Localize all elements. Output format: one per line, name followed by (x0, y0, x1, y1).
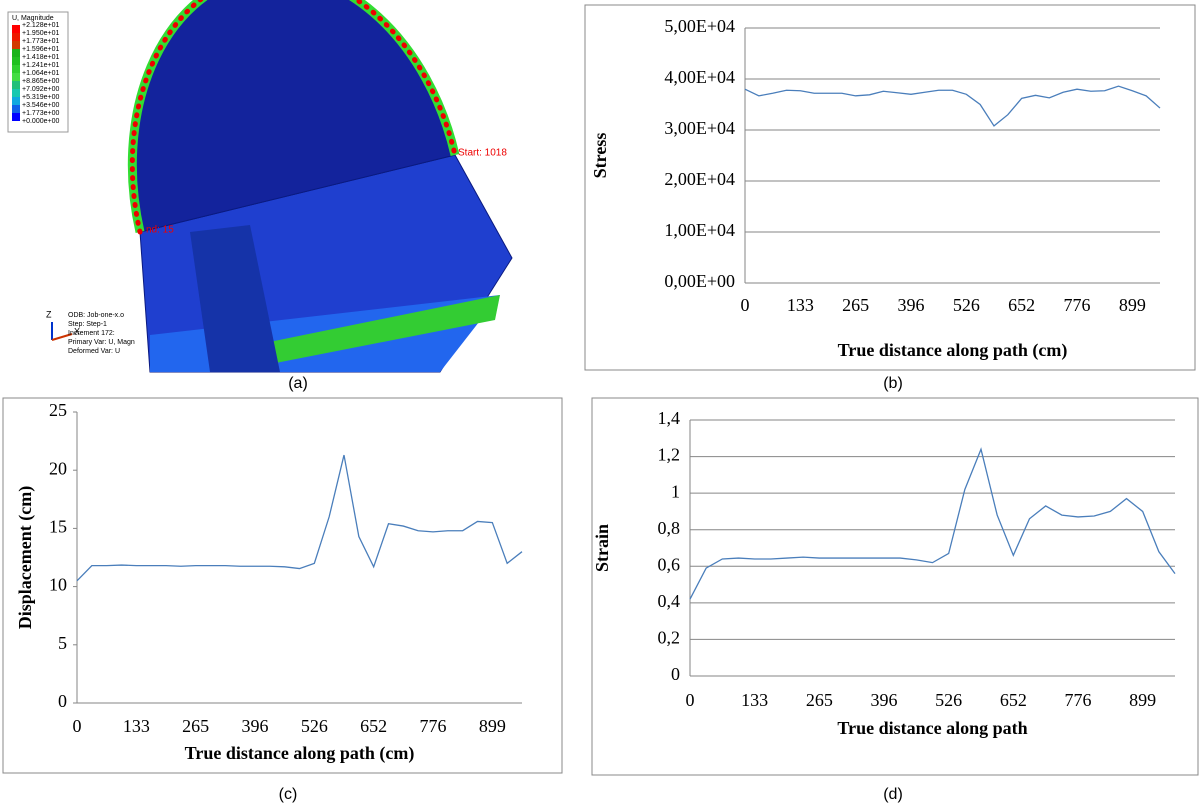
legend-value: +2.128e+01 (22, 22, 59, 29)
legend-value: +5.319e+00 (22, 94, 59, 101)
legend-swatch (12, 65, 20, 73)
caption: (c) (279, 786, 298, 803)
data-line (77, 455, 522, 581)
info-line: Deformed Var: U (68, 348, 120, 355)
x-axis-title: True distance along path (cm) (185, 743, 415, 764)
x-axis-title: True distance along path (837, 718, 1027, 738)
y-tick-label: 1 (671, 481, 680, 501)
x-tick-label: 0 (686, 690, 695, 710)
y-tick-label: 2,00E+04 (664, 169, 735, 189)
x-tick-label: 776 (1065, 690, 1092, 710)
y-tick-label: 25 (49, 400, 67, 420)
x-tick-label: 776 (420, 716, 447, 736)
y-tick-label: 1,4 (658, 408, 681, 428)
x-tick-label: 526 (935, 690, 962, 710)
x-tick-label: 526 (301, 716, 328, 736)
y-tick-label: 3,00E+04 (664, 118, 735, 138)
x-tick-label: 652 (1008, 295, 1035, 315)
x-tick-label: 396 (871, 690, 898, 710)
legend-value: +1.773e+00 (22, 110, 59, 117)
x-tick-label: 396 (898, 295, 925, 315)
data-line (745, 86, 1160, 126)
y-tick-label: 5 (58, 633, 67, 653)
x-tick-label: 652 (360, 716, 387, 736)
y-tick-label: 0,6 (658, 554, 681, 574)
legend-value: +8.865e+00 (22, 78, 59, 85)
legend-swatch (12, 89, 20, 97)
x-tick-label: 0 (741, 295, 750, 315)
y-tick-label: 15 (49, 517, 67, 537)
y-tick-label: 0,00E+00 (664, 271, 735, 291)
y-tick-label: 4,00E+04 (664, 67, 735, 87)
legend-swatch (12, 73, 20, 81)
path-label: Start: 1018 (458, 148, 507, 159)
x-tick-label: 899 (479, 716, 506, 736)
x-tick-label: 899 (1119, 295, 1146, 315)
legend-swatch (12, 25, 20, 33)
x-tick-label: 133 (123, 716, 150, 736)
legend-value: +1.241e+01 (22, 62, 59, 69)
info-line: Increment 172: (68, 330, 115, 337)
y-tick-label: 10 (49, 575, 67, 595)
y-axis-title: Strain (592, 524, 612, 572)
legend-swatch (12, 113, 20, 121)
page: U, Magnitude Start: 1018 nd: 15 Z X +2.1… (0, 0, 1203, 807)
y-tick-label: 5,00E+04 (664, 16, 735, 36)
legend-value: +1.596e+01 (22, 46, 59, 53)
legend-title: U, Magnitude (12, 15, 54, 22)
legend-swatch (12, 33, 20, 41)
x-tick-label: 652 (1000, 690, 1027, 710)
figure: U, Magnitude Start: 1018 nd: 15 Z X +2.1… (0, 0, 1203, 807)
y-tick-label: 0 (58, 691, 67, 711)
x-tick-label: 899 (1129, 690, 1156, 710)
legend-value: +1.773e+01 (22, 38, 59, 45)
x-tick-label: 776 (1064, 295, 1091, 315)
legend-value: +1.418e+01 (22, 54, 59, 61)
caption: (d) (883, 786, 903, 803)
x-tick-label: 133 (787, 295, 814, 315)
legend-swatch (12, 57, 20, 65)
legend-swatch (12, 81, 20, 89)
info-line: Primary Var: U, Magn (68, 339, 135, 346)
y-axis-title: Stress (590, 133, 610, 179)
x-tick-label: 265 (182, 716, 209, 736)
caption: (b) (883, 375, 903, 392)
legend-swatch (12, 97, 20, 105)
info-line: Step: Step-1 (68, 321, 107, 328)
y-tick-label: 0,4 (658, 591, 681, 611)
x-axis-title: True distance along path (cm) (838, 340, 1068, 361)
y-tick-label: 1,00E+04 (664, 220, 735, 240)
data-line (690, 449, 1175, 599)
x-tick-label: 133 (741, 690, 768, 710)
caption: (a) (288, 375, 308, 392)
x-tick-label: 265 (806, 690, 833, 710)
x-tick-label: 0 (73, 716, 82, 736)
legend-value: +1.064e+01 (22, 70, 59, 77)
y-tick-label: 1,2 (658, 445, 681, 465)
legend-value: +0.000e+00 (22, 118, 59, 125)
path-label: nd: 15 (146, 225, 174, 236)
y-tick-label: 0 (671, 664, 680, 684)
legend-value: +1.950e+01 (22, 30, 59, 37)
legend-value: +3.546e+00 (22, 102, 59, 109)
legend-swatch (12, 41, 20, 49)
y-axis-title: Displacement (cm) (15, 486, 36, 629)
triad-label: Z (46, 309, 52, 319)
legend-swatch (12, 49, 20, 57)
legend-swatch (12, 105, 20, 113)
y-tick-label: 0,2 (658, 628, 681, 648)
y-tick-label: 20 (49, 458, 67, 478)
legend-value: +7.092e+00 (22, 86, 59, 93)
x-tick-label: 526 (953, 295, 980, 315)
x-tick-label: 396 (242, 716, 269, 736)
info-line: ODB: Job-one-x.o (68, 312, 124, 319)
x-tick-label: 265 (842, 295, 869, 315)
y-tick-label: 0,8 (658, 518, 681, 538)
